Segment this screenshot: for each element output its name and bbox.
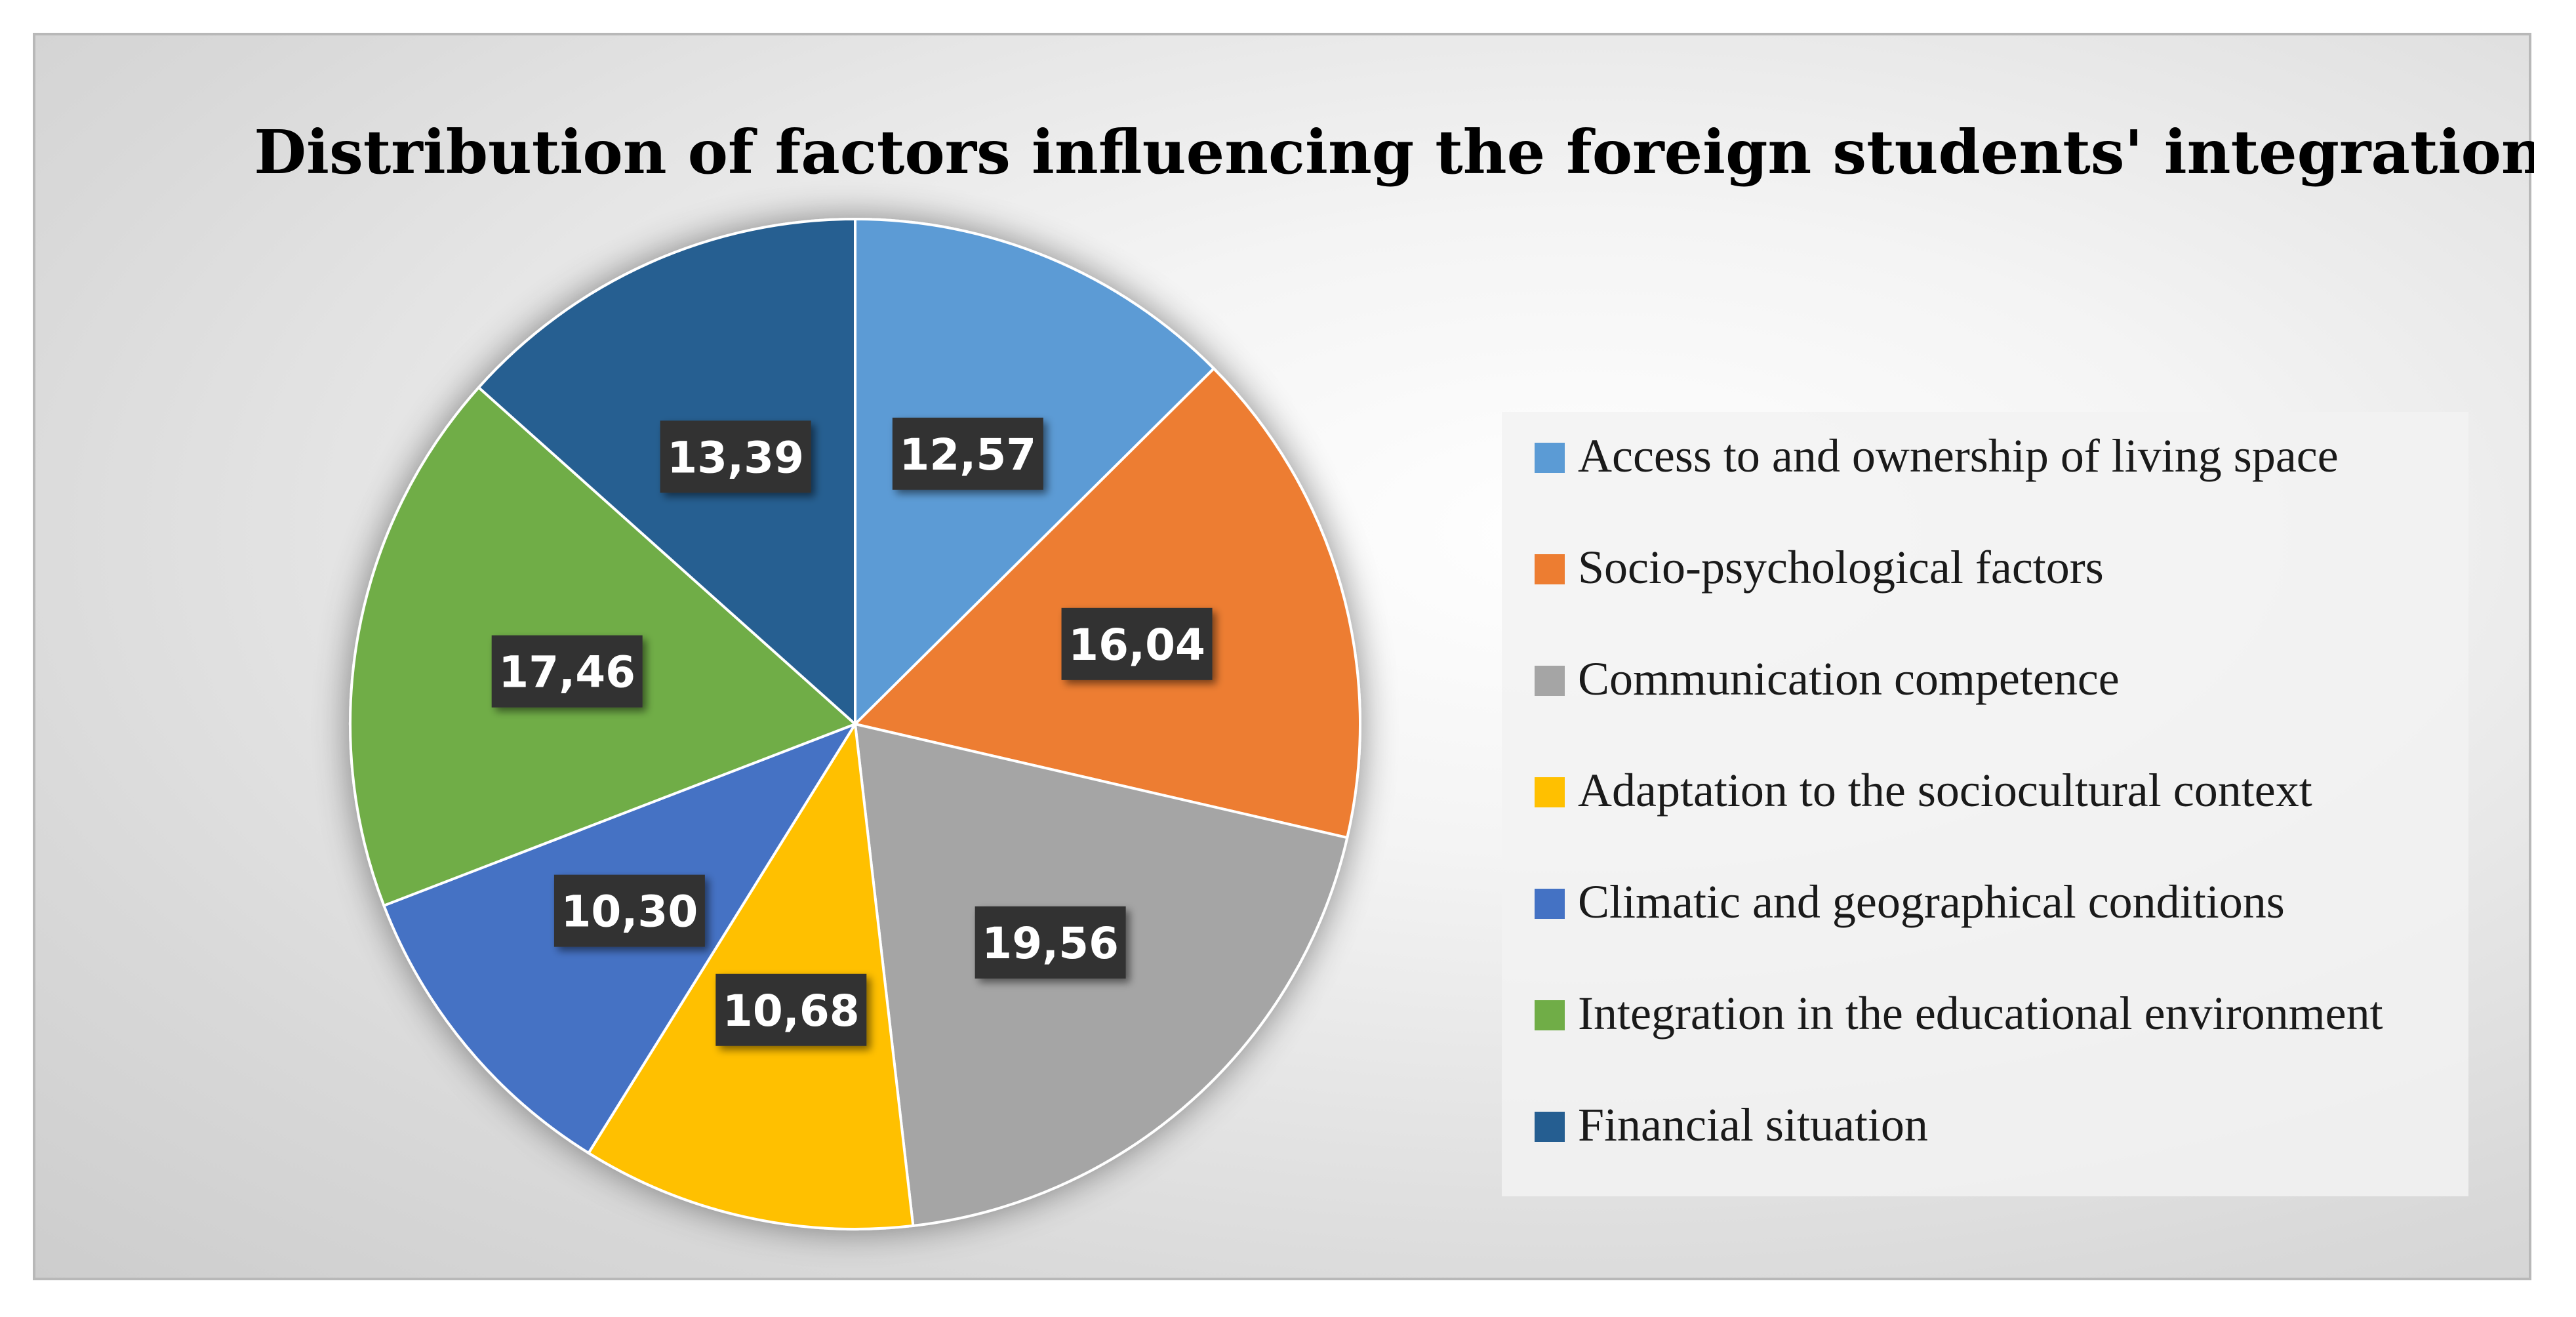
data-label-box [715, 973, 867, 1046]
data-label-text: 10,30 [561, 887, 698, 937]
data-label-box [892, 417, 1043, 490]
legend-item-financial-situation: Financial situation [1535, 1099, 1928, 1151]
legend-swatch [1535, 1000, 1565, 1030]
legend-label: Communication competence [1578, 653, 2120, 705]
data-label-text: 16,04 [1068, 620, 1205, 670]
data-label-text: 17,46 [498, 647, 635, 698]
data-label-text: 10,68 [723, 986, 860, 1036]
legend-item-access-to-and-ownership-of-living-space: Access to and ownership of living space [1535, 430, 2339, 482]
data-label-climatic-and-geographical-conditions: 10,30 [553, 874, 705, 947]
legend-swatch [1535, 554, 1565, 584]
data-label-text: 13,39 [667, 432, 804, 483]
legend-swatch [1535, 1112, 1565, 1142]
legend-label: Financial situation [1578, 1099, 1928, 1151]
legend-item-adaptation-to-the-sociocultural-context: Adaptation to the sociocultural context [1535, 764, 2312, 817]
data-label-box [491, 635, 643, 708]
legend-label: Integration in the educational environme… [1578, 987, 2383, 1040]
legend-box [1502, 412, 2468, 1196]
data-label-integration-in-the-educational-environment: 17,46 [491, 635, 643, 708]
legend-swatch [1535, 889, 1565, 919]
pie-slice-socio-psychological-factors [853, 367, 1361, 840]
data-label-box [1061, 607, 1213, 680]
legend-label: Adaptation to the sociocultural context [1578, 764, 2312, 817]
legend-item-communication-competence: Communication competence [1535, 653, 2120, 705]
legend-item-climatic-and-geographical-conditions: Climatic and geographical conditions [1535, 876, 2285, 928]
data-label-text: 19,56 [982, 918, 1119, 969]
legend-item-integration-in-the-educational-environment: Integration in the educational environme… [1535, 987, 2383, 1040]
legend-item-socio-psychological-factors: Socio-psychological factors [1535, 541, 2104, 594]
chart-area: Distribution of factors influencing the … [33, 33, 2534, 1280]
legend-label: Socio-psychological factors [1578, 541, 2104, 594]
chart-title: Distribution of factors influencing the … [254, 117, 2534, 188]
pie-chart: Distribution of factors influencing the … [254, 117, 2534, 1231]
legend-label: Climatic and geographical conditions [1578, 876, 2285, 928]
data-label-box [975, 906, 1126, 979]
data-label-communication-competence: 19,56 [975, 906, 1126, 979]
legend-swatch [1535, 666, 1565, 696]
legend-swatch [1535, 777, 1565, 807]
data-label-financial-situation: 13,39 [660, 420, 811, 493]
data-label-box [660, 420, 811, 493]
data-label-socio-psychological-factors: 16,04 [1061, 607, 1213, 680]
legend-swatch [1535, 443, 1565, 473]
data-label-box [553, 874, 705, 947]
legend-label: Access to and ownership of living space [1578, 430, 2339, 482]
data-label-text: 12,57 [899, 430, 1036, 480]
data-label-access-to-and-ownership-of-living-space: 12,57 [892, 417, 1043, 490]
data-label-adaptation-to-the-sociocultural-context: 10,68 [715, 973, 867, 1046]
